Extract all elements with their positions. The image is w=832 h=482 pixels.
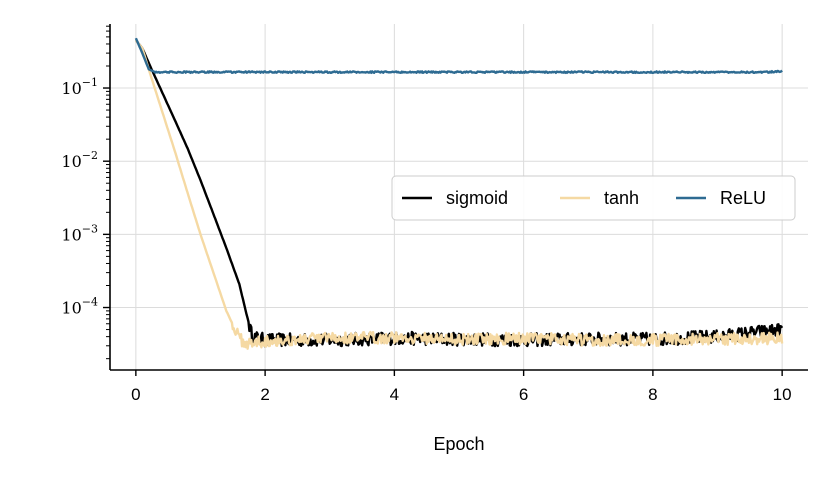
series-line-relu bbox=[134, 37, 783, 74]
legend-label-sigmoid: sigmoid bbox=[446, 188, 508, 208]
axes bbox=[109, 24, 808, 371]
plot-series bbox=[134, 37, 784, 350]
x-tick-label: 8 bbox=[648, 385, 657, 404]
legend-label-tanh: tanh bbox=[604, 188, 639, 208]
y-tick-label: 10−2 bbox=[61, 149, 98, 171]
legend-label-relu: ReLU bbox=[720, 188, 766, 208]
y-tick-label: 10−1 bbox=[61, 76, 98, 98]
x-tick-label: 10 bbox=[773, 385, 792, 404]
x-tick-label: 0 bbox=[131, 385, 140, 404]
legend-box bbox=[391, 175, 796, 221]
series-line-tanh bbox=[134, 39, 784, 350]
x-tick-label: 2 bbox=[260, 385, 269, 404]
legend: sigmoid tanh ReLU bbox=[391, 175, 796, 221]
y-tick-label: 10−4 bbox=[61, 296, 98, 318]
x-axis-label: Epoch bbox=[433, 434, 484, 454]
x-tick-label: 4 bbox=[390, 385, 399, 404]
y-axis-ticks: 10−1 10−2 10−3 10−4 bbox=[61, 25, 110, 360]
y-tick-label: 10−3 bbox=[61, 222, 98, 244]
x-tick-label: 6 bbox=[519, 385, 528, 404]
x-axis-ticks: 0 2 4 6 8 10 bbox=[131, 370, 792, 404]
